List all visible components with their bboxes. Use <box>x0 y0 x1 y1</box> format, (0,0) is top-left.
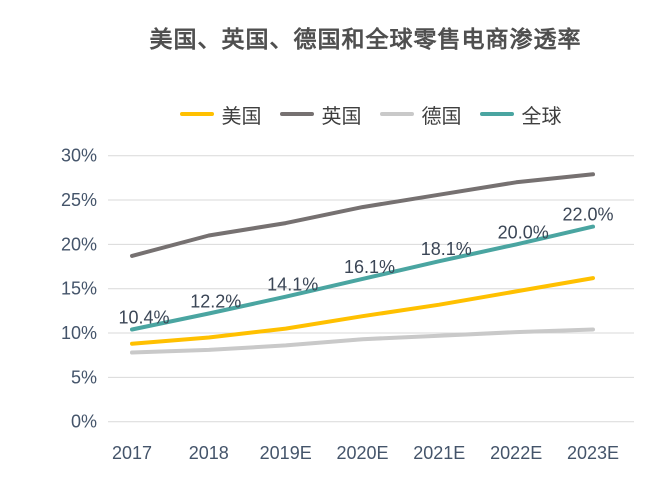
legend-swatch-us <box>179 112 214 116</box>
data-label-global-2018: 12.2% <box>190 292 241 312</box>
legend-swatch-uk <box>279 112 314 116</box>
y-axis-tick-label: 5% <box>71 367 97 387</box>
x-axis-tick-label: 2017 <box>112 443 152 463</box>
x-axis-tick-label: 2023E <box>567 443 619 463</box>
legend-item-germany: 德国 <box>379 100 462 129</box>
chart-legend: 美国 英国 德国 全球 <box>80 100 661 128</box>
series-line-germany <box>130 327 595 355</box>
legend-label-us: 美国 <box>221 105 262 128</box>
legend-label-germany: 德国 <box>421 105 462 128</box>
x-axis-tick-label: 2019E <box>260 443 312 463</box>
y-axis-tick-label: 0% <box>71 412 97 432</box>
data-label-global-2021E: 18.1% <box>421 239 472 259</box>
data-label-global-2020E: 16.1% <box>344 257 395 277</box>
legend-swatch-global <box>479 112 514 116</box>
series-line-global <box>130 224 595 332</box>
x-axis-tick-label: 2020E <box>336 443 388 463</box>
data-label-global-2017: 10.4% <box>118 308 169 328</box>
chart-title: 美国、英国、德国和全球零售电商渗透率 <box>149 26 582 52</box>
y-axis-tick-label: 20% <box>61 234 97 254</box>
legend-swatch-germany <box>379 112 414 116</box>
legend-item-us: 美国 <box>179 100 262 129</box>
series-line-uk <box>130 172 595 258</box>
x-axis-tick-label: 2018 <box>189 443 229 463</box>
series-line-us <box>130 276 595 346</box>
x-axis-tick-label: 2021E <box>413 443 465 463</box>
data-label-global-2023E: 22.0% <box>562 205 613 225</box>
x-axis-tick-label: 2022E <box>490 443 542 463</box>
legend-label-global: 全球 <box>521 105 562 128</box>
data-label-global-2019E: 14.1% <box>267 275 318 295</box>
legend-label-uk: 英国 <box>321 105 362 128</box>
y-axis-tick-label: 30% <box>61 146 97 166</box>
data-label-global-2022E: 20.0% <box>498 222 549 242</box>
legend-item-global: 全球 <box>479 100 562 129</box>
y-axis-tick-label: 10% <box>61 323 97 343</box>
y-axis-tick-label: 25% <box>61 190 97 210</box>
legend-item-uk: 英国 <box>279 100 362 129</box>
y-axis-tick-label: 15% <box>61 279 97 299</box>
